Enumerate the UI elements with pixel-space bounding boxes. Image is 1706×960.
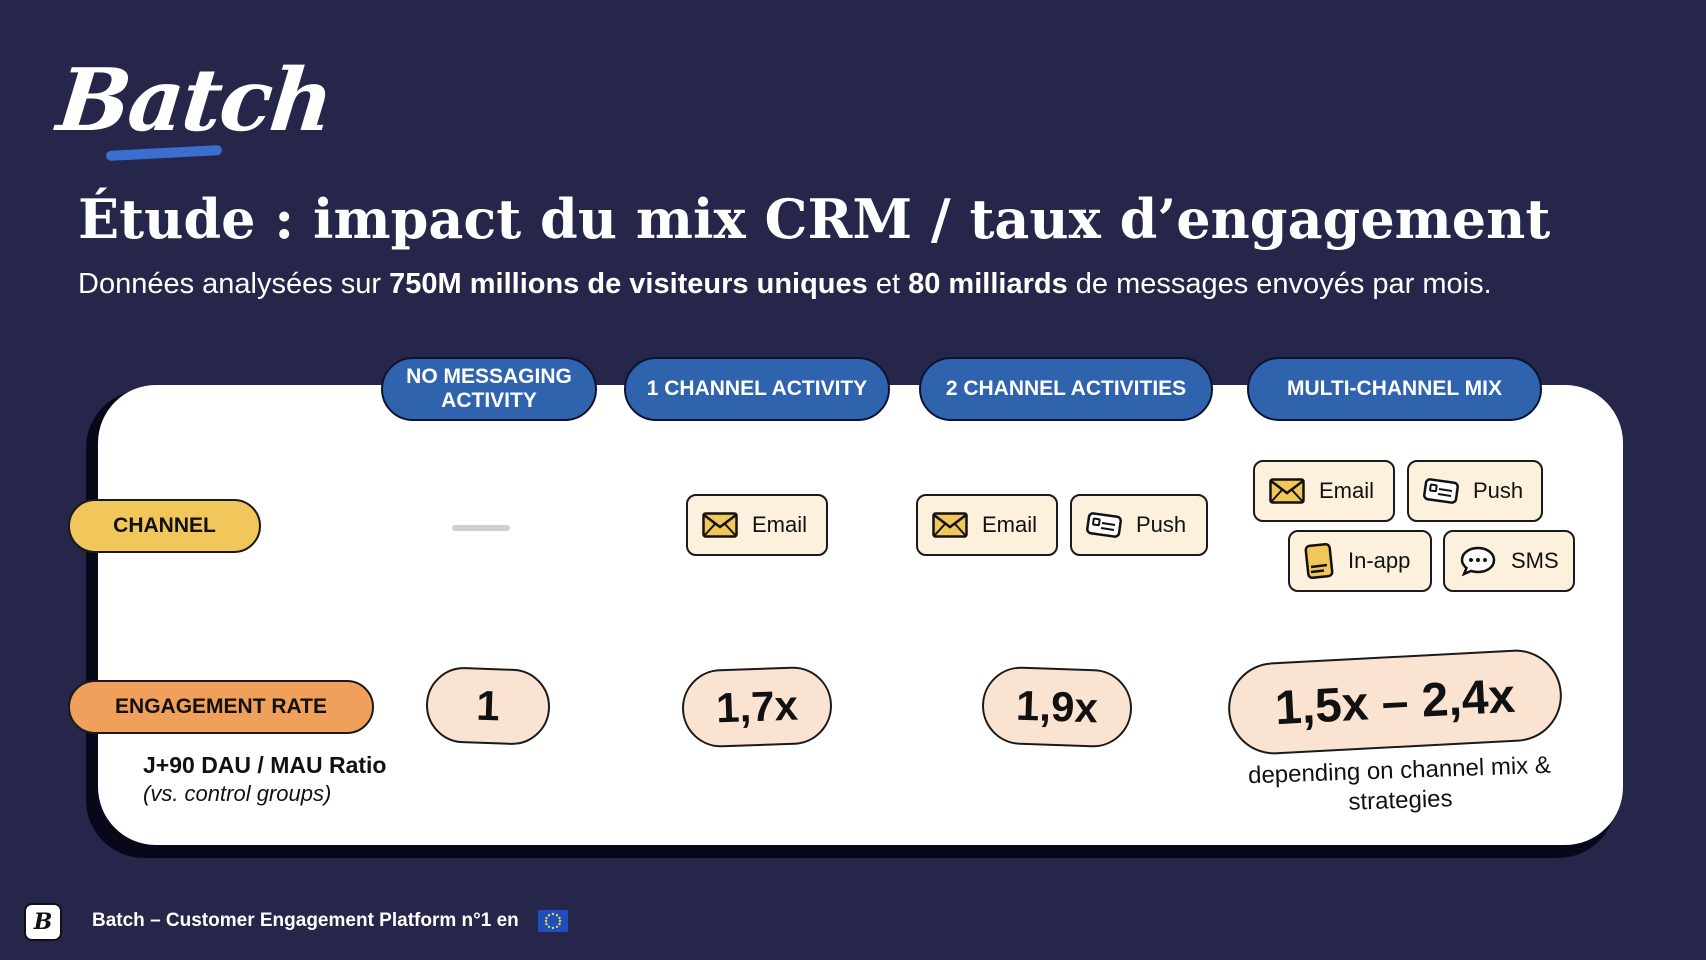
page-title: Étude : impact du mix CRM / taux d’engag… — [78, 187, 1551, 251]
channel-chip-push: Push — [1407, 460, 1543, 522]
chip-label: SMS — [1511, 548, 1559, 573]
channel-chip-push: Push — [1070, 494, 1208, 556]
footer-text: Batch – Customer Engagement Platform n°1… — [92, 910, 519, 931]
metric-subtitle: (vs. control groups) — [143, 781, 332, 806]
chat-bubble-icon — [1460, 546, 1496, 577]
envelope-icon — [702, 512, 738, 538]
channel-chip-sms: SMS — [1443, 530, 1575, 592]
row-label-engagement-rate: ENGAGEMENT RATE — [68, 680, 374, 734]
push-notification-icon — [1086, 512, 1122, 538]
column-header-1-channel: 1 CHANNEL ACTIVITY — [624, 357, 890, 421]
engagement-value-2-channels: 1,9x — [980, 665, 1134, 749]
channel-chip-email: Email — [686, 494, 828, 556]
chip-label: Push — [1136, 512, 1187, 537]
channel-chip-email: Email — [916, 494, 1058, 556]
batch-app-icon: B — [24, 903, 62, 941]
engagement-value-1-channel: 1,7x — [680, 665, 834, 749]
column-header-2-channels: 2 CHANNEL ACTIVITIES — [919, 357, 1213, 421]
chip-label: Push — [1473, 478, 1524, 503]
engagement-value-none: 1 — [424, 665, 552, 747]
chip-label: Email — [1319, 478, 1375, 503]
envelope-icon — [932, 512, 968, 538]
push-notification-icon — [1423, 478, 1459, 504]
in-app-message-icon — [1304, 543, 1334, 579]
multi-channel-note: depending on channel mix & strategies — [1247, 751, 1552, 816]
channel-chip-email: Email — [1253, 460, 1395, 522]
eu-flag-icon — [538, 910, 568, 932]
chip-label: Email — [752, 512, 808, 537]
chip-label: Email — [982, 512, 1038, 537]
page-subtitle: Données analysées sur 750M millions de v… — [78, 268, 1492, 300]
row-label-channel: CHANNEL — [68, 499, 261, 553]
column-header-multi-channel: MULTI-CHANNEL MIX — [1247, 357, 1542, 421]
chip-label: In-app — [1348, 548, 1411, 573]
batch-logo: Batch — [52, 50, 337, 151]
no-channel-dash — [452, 525, 510, 531]
channel-chip-in-app: In-app — [1288, 530, 1432, 592]
envelope-icon — [1269, 478, 1305, 504]
engagement-value-multi-channel: 1,5x – 2,4x — [1225, 647, 1565, 757]
column-header-no-messaging: NO MESSAGING ACTIVITY — [381, 357, 597, 421]
metric-title: J+90 DAU / MAU Ratio — [143, 752, 387, 778]
